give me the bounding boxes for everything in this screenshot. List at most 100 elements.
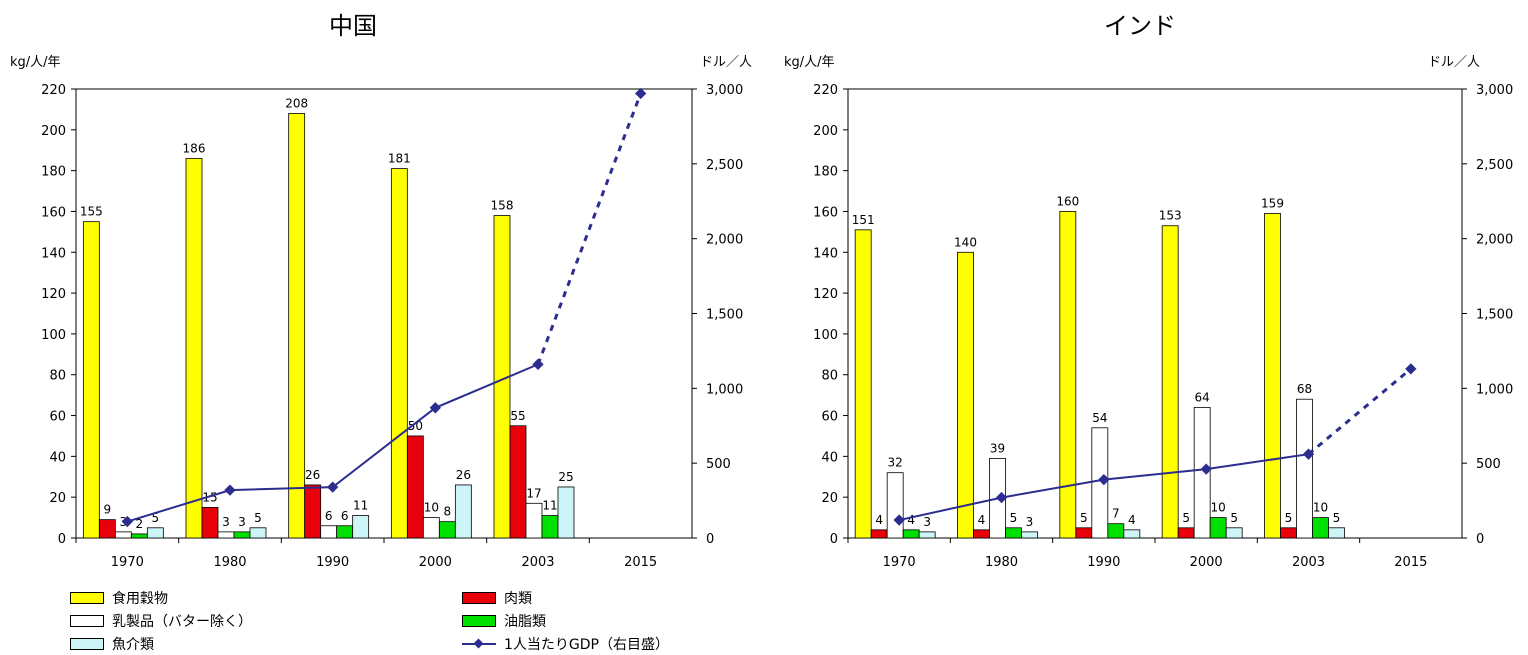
- chart2-y-tick-label: 80: [821, 369, 838, 384]
- chart1-bar: [233, 531, 251, 539]
- chart2-x-tick-label: 1980: [985, 555, 1018, 570]
- chart2-plot-frame: [847, 88, 1463, 539]
- chart1-y2-tick-label: 1,500: [706, 308, 743, 323]
- chart1-bar-label: 26: [456, 468, 471, 482]
- chart1-y-tick-label: 160: [41, 205, 66, 220]
- chart1-y2-tick-label: 2,000: [706, 233, 743, 248]
- legend-label-seafood: 魚介類: [112, 637, 154, 653]
- chart2-bar: [886, 472, 904, 539]
- chart2-bar: [1193, 406, 1211, 539]
- chart2-y-tick-label: 0: [830, 532, 838, 547]
- chart1-y2-tick-label: 0: [706, 532, 714, 547]
- chart2-bar: [1312, 517, 1329, 539]
- chart2-y-tick-label: 40: [821, 450, 838, 465]
- chart1-bar-label: 17: [526, 486, 541, 500]
- chart2-gdp-point: [893, 514, 905, 526]
- chart2-bar: [870, 529, 888, 539]
- chart2-bar: [854, 229, 872, 539]
- chart2-x-tick-label: 2015: [1394, 555, 1427, 570]
- legend-swatch-grain: [70, 592, 104, 604]
- chart2-bar: [1005, 527, 1022, 539]
- legend-item-meat: 肉類: [462, 588, 532, 608]
- chart2-bar-label: 39: [990, 441, 1005, 455]
- chart1-bar-label: 6: [325, 509, 333, 523]
- chart1-bar: [541, 515, 559, 539]
- chart2-x-tick-label: 2000: [1190, 555, 1223, 570]
- chart2-ylabel-left: kg/人/年: [784, 55, 835, 70]
- legend-item-seafood: 魚介類: [70, 634, 154, 654]
- chart1-gdp-point: [224, 484, 236, 496]
- chart2-y-tick-label: 100: [813, 328, 838, 343]
- chart2-bar-label: 4: [875, 513, 883, 527]
- chart2-bar-label: 5: [1333, 511, 1341, 525]
- chart2-bar-label: 10: [1211, 501, 1226, 515]
- chart1-bar: [304, 484, 322, 539]
- chart2-ylabel-right: ドル／人: [1428, 55, 1480, 70]
- chart1-bar-label: 11: [542, 499, 557, 513]
- chart2-y-tick-label: 140: [813, 246, 838, 261]
- chart2-y-tick-label: 220: [813, 83, 838, 98]
- chart1-bar: [557, 486, 575, 539]
- chart2-bar-label: 3: [1026, 515, 1034, 529]
- chart1-y-tick-label: 180: [41, 165, 66, 180]
- chart2-bar: [918, 531, 936, 539]
- chart1-bar: [82, 221, 100, 539]
- legend-item-grain: 食用穀物: [70, 588, 168, 608]
- chart1-y-tick-label: 40: [49, 450, 66, 465]
- chart2-bar: [1075, 527, 1093, 539]
- chart2-y-tick-label: 120: [813, 287, 838, 302]
- chart2-gdp-point: [1200, 463, 1212, 475]
- chart1-title: 中国: [329, 12, 377, 40]
- chart1-y2-tick-label: 3,000: [706, 83, 743, 98]
- chart1-gdp-point: [429, 402, 441, 414]
- chart2-y2-tick-label: 3,000: [1476, 83, 1513, 98]
- chart2-bar-label: 3: [923, 515, 931, 529]
- chart2-y2-tick-label: 1,000: [1476, 382, 1513, 397]
- chart1-bar: [509, 425, 527, 539]
- legend-swatch-seafood: [70, 638, 104, 650]
- chart1-bar-label: 155: [80, 205, 103, 219]
- chart2-bar: [1021, 531, 1038, 539]
- chart1-gdp-point: [327, 481, 339, 493]
- chart2-bar: [1091, 427, 1109, 539]
- chart1-ylabel-right: ドル／人: [700, 55, 752, 70]
- chart1-ylabel-left: kg/人/年: [10, 55, 61, 70]
- chart1-bar: [390, 168, 408, 539]
- chart2-x-tick-label: 2003: [1292, 555, 1325, 570]
- chart1-bar-label: 3: [222, 515, 230, 529]
- chart2-bar-label: 4: [978, 513, 986, 527]
- chart2-bar-label: 68: [1297, 382, 1312, 396]
- chart1-x-tick-label: 2003: [521, 555, 554, 570]
- chart1-x-tick-label: 1970: [111, 555, 144, 570]
- chart2-y-tick-label: 200: [813, 124, 838, 139]
- chart2-gdp-point: [1302, 448, 1315, 460]
- chart2-bar-label: 4: [1128, 513, 1136, 527]
- chart2-y2-tick-label: 0: [1476, 532, 1484, 547]
- chart1-bar-label: 2: [136, 517, 144, 531]
- chart1-bar: [320, 525, 338, 539]
- chart1-y-tick-label: 200: [41, 124, 66, 139]
- chart2-bar-label: 32: [888, 456, 903, 470]
- chart1-y2-tick-label: 500: [706, 457, 731, 472]
- chart2-y-tick-label: 60: [821, 410, 838, 425]
- chart2-bar: [1123, 529, 1141, 539]
- chart1-gdp-point: [532, 358, 544, 371]
- chart1-bar: [352, 515, 370, 539]
- chart1-bar: [406, 435, 424, 539]
- chart2-x-tick-label: 1970: [883, 555, 916, 570]
- chart2-bar: [1209, 517, 1227, 539]
- chart2-bar-label: 5: [1010, 511, 1018, 525]
- chart2-bar-label: 5: [1230, 511, 1238, 525]
- chart2-y-tick-label: 20: [821, 491, 838, 506]
- legend-item-oil: 油脂類: [462, 611, 546, 631]
- chart2-bar: [1177, 527, 1195, 539]
- chart1-bar: [201, 506, 219, 539]
- chart1-bar: [288, 113, 306, 539]
- chart1-bar-label: 8: [444, 505, 452, 519]
- chart2-bar-label: 10: [1313, 501, 1328, 515]
- chart1-bar-label: 10: [424, 501, 439, 515]
- chart1-bar: [114, 531, 132, 539]
- chart2-bar: [1225, 527, 1243, 539]
- legend-swatch-oil: [462, 615, 496, 627]
